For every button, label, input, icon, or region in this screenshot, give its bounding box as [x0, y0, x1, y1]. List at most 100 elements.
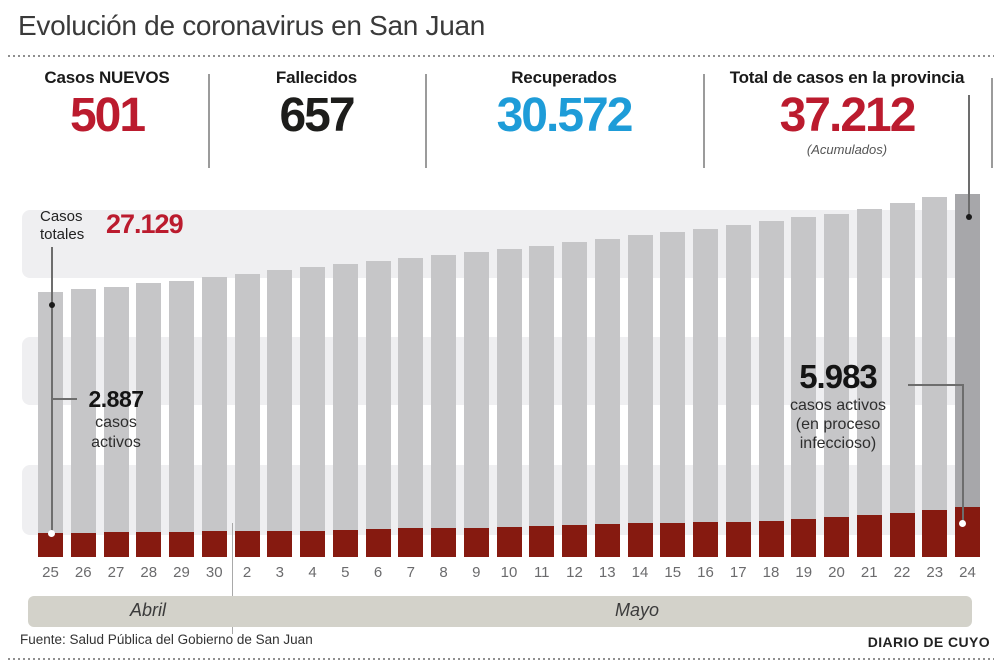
callout-line: [51, 398, 77, 400]
bar-active-cases: [594, 523, 620, 557]
bar-total-cases: [300, 266, 325, 557]
bar-total-cases: [529, 245, 555, 557]
bar-active-cases: [660, 522, 686, 557]
stat-divider: [425, 74, 427, 168]
bar-active-cases: [169, 532, 194, 557]
x-axis-label: 17: [729, 564, 747, 581]
bar-active-cases: [824, 516, 849, 557]
bar-total-cases: [922, 197, 948, 557]
x-axis-label: 4: [308, 564, 317, 581]
bar-total-cases: [431, 254, 456, 557]
bar-active-cases: [332, 529, 358, 557]
callout-line: [908, 384, 963, 386]
x-axis-label: 19: [795, 564, 813, 581]
stat-fallecidos: Fallecidos 657: [210, 68, 423, 140]
month-label-mayo: Mayo: [614, 600, 659, 620]
bar-active-cases: [627, 522, 653, 557]
bar-active-cases: [136, 532, 162, 557]
x-axis-label: 27: [107, 564, 125, 581]
bar-active-cases: [889, 512, 915, 557]
header-dotted-divider: [8, 55, 994, 57]
bar-active-cases: [496, 527, 522, 557]
bar-active-cases: [856, 514, 882, 557]
x-axis-label: 24: [959, 564, 976, 581]
bar-total-cases: [758, 220, 784, 557]
active-cases-first-value: 2.887: [88, 386, 144, 412]
bar-active-cases: [38, 533, 63, 557]
active-cases-last-value: 5.983: [799, 358, 878, 395]
bar-total-cases: [398, 257, 424, 557]
bar-total-cases: [594, 238, 620, 557]
active-cases-last-label: casos activos: [789, 397, 887, 414]
x-axis-label: 2: [242, 564, 252, 581]
x-axis-label: 18: [762, 564, 780, 581]
active-cases-first-annotation: 2.887 casos activos: [70, 386, 162, 453]
x-axis-label: 20: [828, 564, 845, 581]
bar-total-cases: [824, 214, 849, 557]
publisher-brand: DIARIO DE CUYO: [867, 634, 990, 650]
x-axis-label: 26: [74, 564, 92, 581]
bar-total-cases: [725, 224, 751, 557]
bar-total-cases: [365, 260, 391, 557]
bar-active-cases: [791, 518, 817, 557]
bar-active-cases: [398, 527, 424, 557]
callout-line: [968, 95, 970, 217]
month-label-abril: Abril: [129, 600, 166, 620]
callout-line: [962, 384, 964, 523]
bar-active-cases: [103, 532, 129, 557]
x-axis-label: 5: [341, 564, 350, 581]
stat-recuperados: Recuperados 30.572: [427, 68, 701, 140]
x-axis-label: 15: [664, 564, 682, 581]
callout-dot: [48, 530, 55, 537]
stat-total-provincia: Total de casos en la provincia 37.212 (A…: [705, 68, 989, 157]
x-axis-label: 11: [533, 564, 550, 581]
bar-total-cases: [103, 286, 129, 557]
bar-total-cases: [791, 217, 817, 557]
x-axis-label: 8: [439, 564, 448, 581]
callout-dot: [966, 214, 972, 220]
bar-total-cases: [332, 263, 358, 557]
footer-dotted-divider: [8, 658, 994, 660]
x-axis-label: 29: [173, 564, 190, 581]
x-axis-label: 10: [500, 564, 518, 581]
stat-label: Casos NUEVOS: [44, 68, 170, 87]
x-axis-label: 21: [860, 564, 878, 581]
bar-total-cases: [660, 231, 686, 557]
bar-active-cases: [365, 528, 391, 557]
bar-active-cases: [955, 507, 980, 557]
bar-total-cases: [234, 273, 260, 557]
callout-dot: [49, 302, 55, 308]
active-cases-first-label: casos: [95, 414, 137, 431]
bar-active-cases: [431, 527, 456, 557]
bar-active-cases: [562, 524, 587, 557]
bar-total-cases: [201, 276, 227, 557]
active-cases-first-label: activos: [91, 434, 141, 451]
bar-active-cases: [234, 531, 260, 557]
active-cases-last-label: infeccioso): [799, 435, 877, 452]
x-axis-label: 9: [472, 564, 481, 581]
x-axis-label: 28: [140, 564, 158, 581]
bar-total-cases: [463, 251, 489, 557]
bar-active-cases: [693, 522, 718, 557]
bar-active-cases: [70, 532, 96, 557]
bar-total-cases: [955, 193, 980, 557]
x-axis-label: 6: [373, 564, 383, 581]
bar-active-cases: [758, 520, 784, 557]
bar-total-cases: [267, 269, 293, 557]
bar-total-cases: [889, 202, 915, 557]
casos-totales-value: 27.129: [106, 209, 184, 239]
stat-label: Fallecidos: [275, 68, 358, 87]
bar-total-cases: [627, 234, 653, 557]
bar-total-cases: [70, 289, 96, 557]
bar-active-cases: [267, 531, 293, 557]
x-axis-label: 25: [42, 564, 59, 581]
callout-dot: [959, 520, 966, 527]
stat-divider: [703, 74, 705, 168]
stat-value: 30.572: [496, 89, 634, 142]
stat-casos-nuevos: Casos NUEVOS 501: [8, 68, 206, 140]
stat-value: 657: [279, 89, 355, 142]
bar-total-cases: [856, 209, 882, 557]
x-axis-label: 30: [205, 564, 223, 581]
bar-active-cases: [725, 521, 751, 557]
